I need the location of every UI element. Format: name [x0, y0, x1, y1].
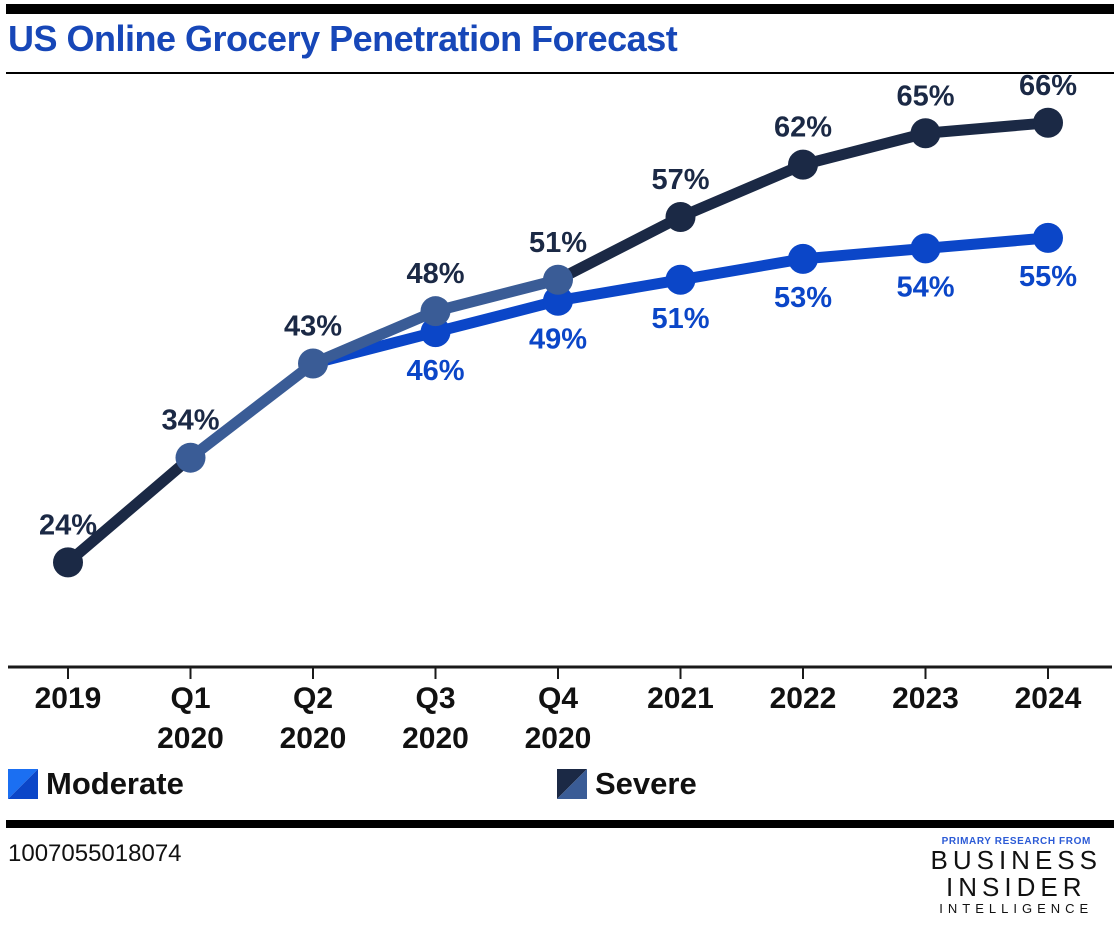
severe-line-early: [62, 452, 196, 568]
x-tick-label: 2019: [35, 682, 102, 715]
severe-point: [788, 149, 818, 180]
x-tick-label: 2020: [525, 722, 592, 755]
x-tick-label: 2020: [402, 722, 469, 755]
x-tick-label: Q3: [415, 682, 455, 715]
data-labels: 46% 49% 51% 53% 54% 55% 24% 34% 43% 48% 51% 57% 62% 6…: [39, 70, 1077, 542]
legend-severe: Severe: [557, 766, 697, 802]
severe-value-label: 48%: [406, 258, 464, 290]
legend-moderate-label: Moderate: [46, 766, 184, 801]
severe-point: [543, 264, 573, 295]
severe-value-label: 65%: [896, 80, 954, 112]
moderate-value-label: 55%: [1019, 261, 1077, 293]
brand-line3: INTELLIGENCE: [939, 901, 1094, 916]
severe-point: [665, 201, 696, 232]
x-tick-label: 2024: [1015, 682, 1082, 715]
moderate-value-label: 46%: [406, 355, 464, 387]
x-tick-label: 2020: [157, 722, 224, 755]
moderate-point: [665, 264, 696, 295]
severe-point: [1033, 107, 1063, 138]
moderate-point: [543, 285, 573, 316]
moderate-point: [420, 317, 451, 348]
severe-point: [420, 296, 451, 327]
severe-value-label: 34%: [161, 405, 219, 437]
moderate-point: [1033, 222, 1063, 253]
x-tick-label: Q2: [293, 682, 333, 715]
severe-point: [53, 547, 83, 578]
bottom-rule: [6, 820, 1114, 828]
severe-value-label: 51%: [529, 227, 587, 259]
severe-point: [175, 442, 206, 473]
x-tick-label: Q1: [170, 682, 210, 715]
severe-point: [910, 118, 941, 149]
severe-value-label: 43%: [284, 311, 342, 343]
legend-severe-label: Severe: [595, 766, 697, 801]
severe-value-label: 66%: [1019, 70, 1077, 102]
x-tick-label: 2021: [647, 682, 714, 715]
severe-point: [298, 348, 328, 379]
line-chart: 2019 Q1 2020 Q2 2020 Q3 2020 Q4 2020 2021 2022 2023…: [8, 70, 1112, 755]
x-tick-label: Q4: [538, 682, 578, 715]
moderate-value-label: 49%: [529, 324, 587, 356]
x-ticks: 2019 Q1 2020 Q2 2020 Q3 2020 Q4 2020 2021 2022 2023…: [35, 667, 1082, 755]
moderate-value-label: 54%: [896, 271, 954, 303]
data-points: [53, 107, 1063, 578]
severe-swatch-icon: [557, 769, 587, 799]
x-tick-label: 2023: [892, 682, 959, 715]
brand-prefix: PRIMARY RESEARCH FROM: [941, 836, 1091, 847]
x-tick-label: 2022: [770, 682, 837, 715]
moderate-point: [910, 233, 941, 264]
moderate-swatch-icon: [8, 769, 38, 799]
legend-moderate: Moderate: [8, 766, 184, 802]
severe-value-label: 24%: [39, 509, 97, 541]
severe-value-label: 57%: [651, 164, 709, 196]
moderate-value-label: 53%: [774, 282, 832, 314]
moderate-point: [788, 243, 818, 274]
moderate-value-label: 51%: [651, 303, 709, 335]
brand-line2: INSIDER: [946, 872, 1087, 902]
brand-logo: PRIMARY RESEARCH FROM BUSINESS INSIDER I…: [931, 836, 1103, 916]
brand-line1: BUSINESS: [930, 845, 1102, 875]
severe-value-label: 62%: [774, 112, 832, 144]
x-tick-label: 2020: [280, 722, 347, 755]
top-rule: [6, 4, 1114, 14]
severe-line-mid: [185, 274, 564, 464]
chart-title: US Online Grocery Penetration Forecast: [8, 18, 678, 59]
chart-id: 1007055018074: [8, 840, 182, 867]
title-rule: [6, 72, 1114, 74]
